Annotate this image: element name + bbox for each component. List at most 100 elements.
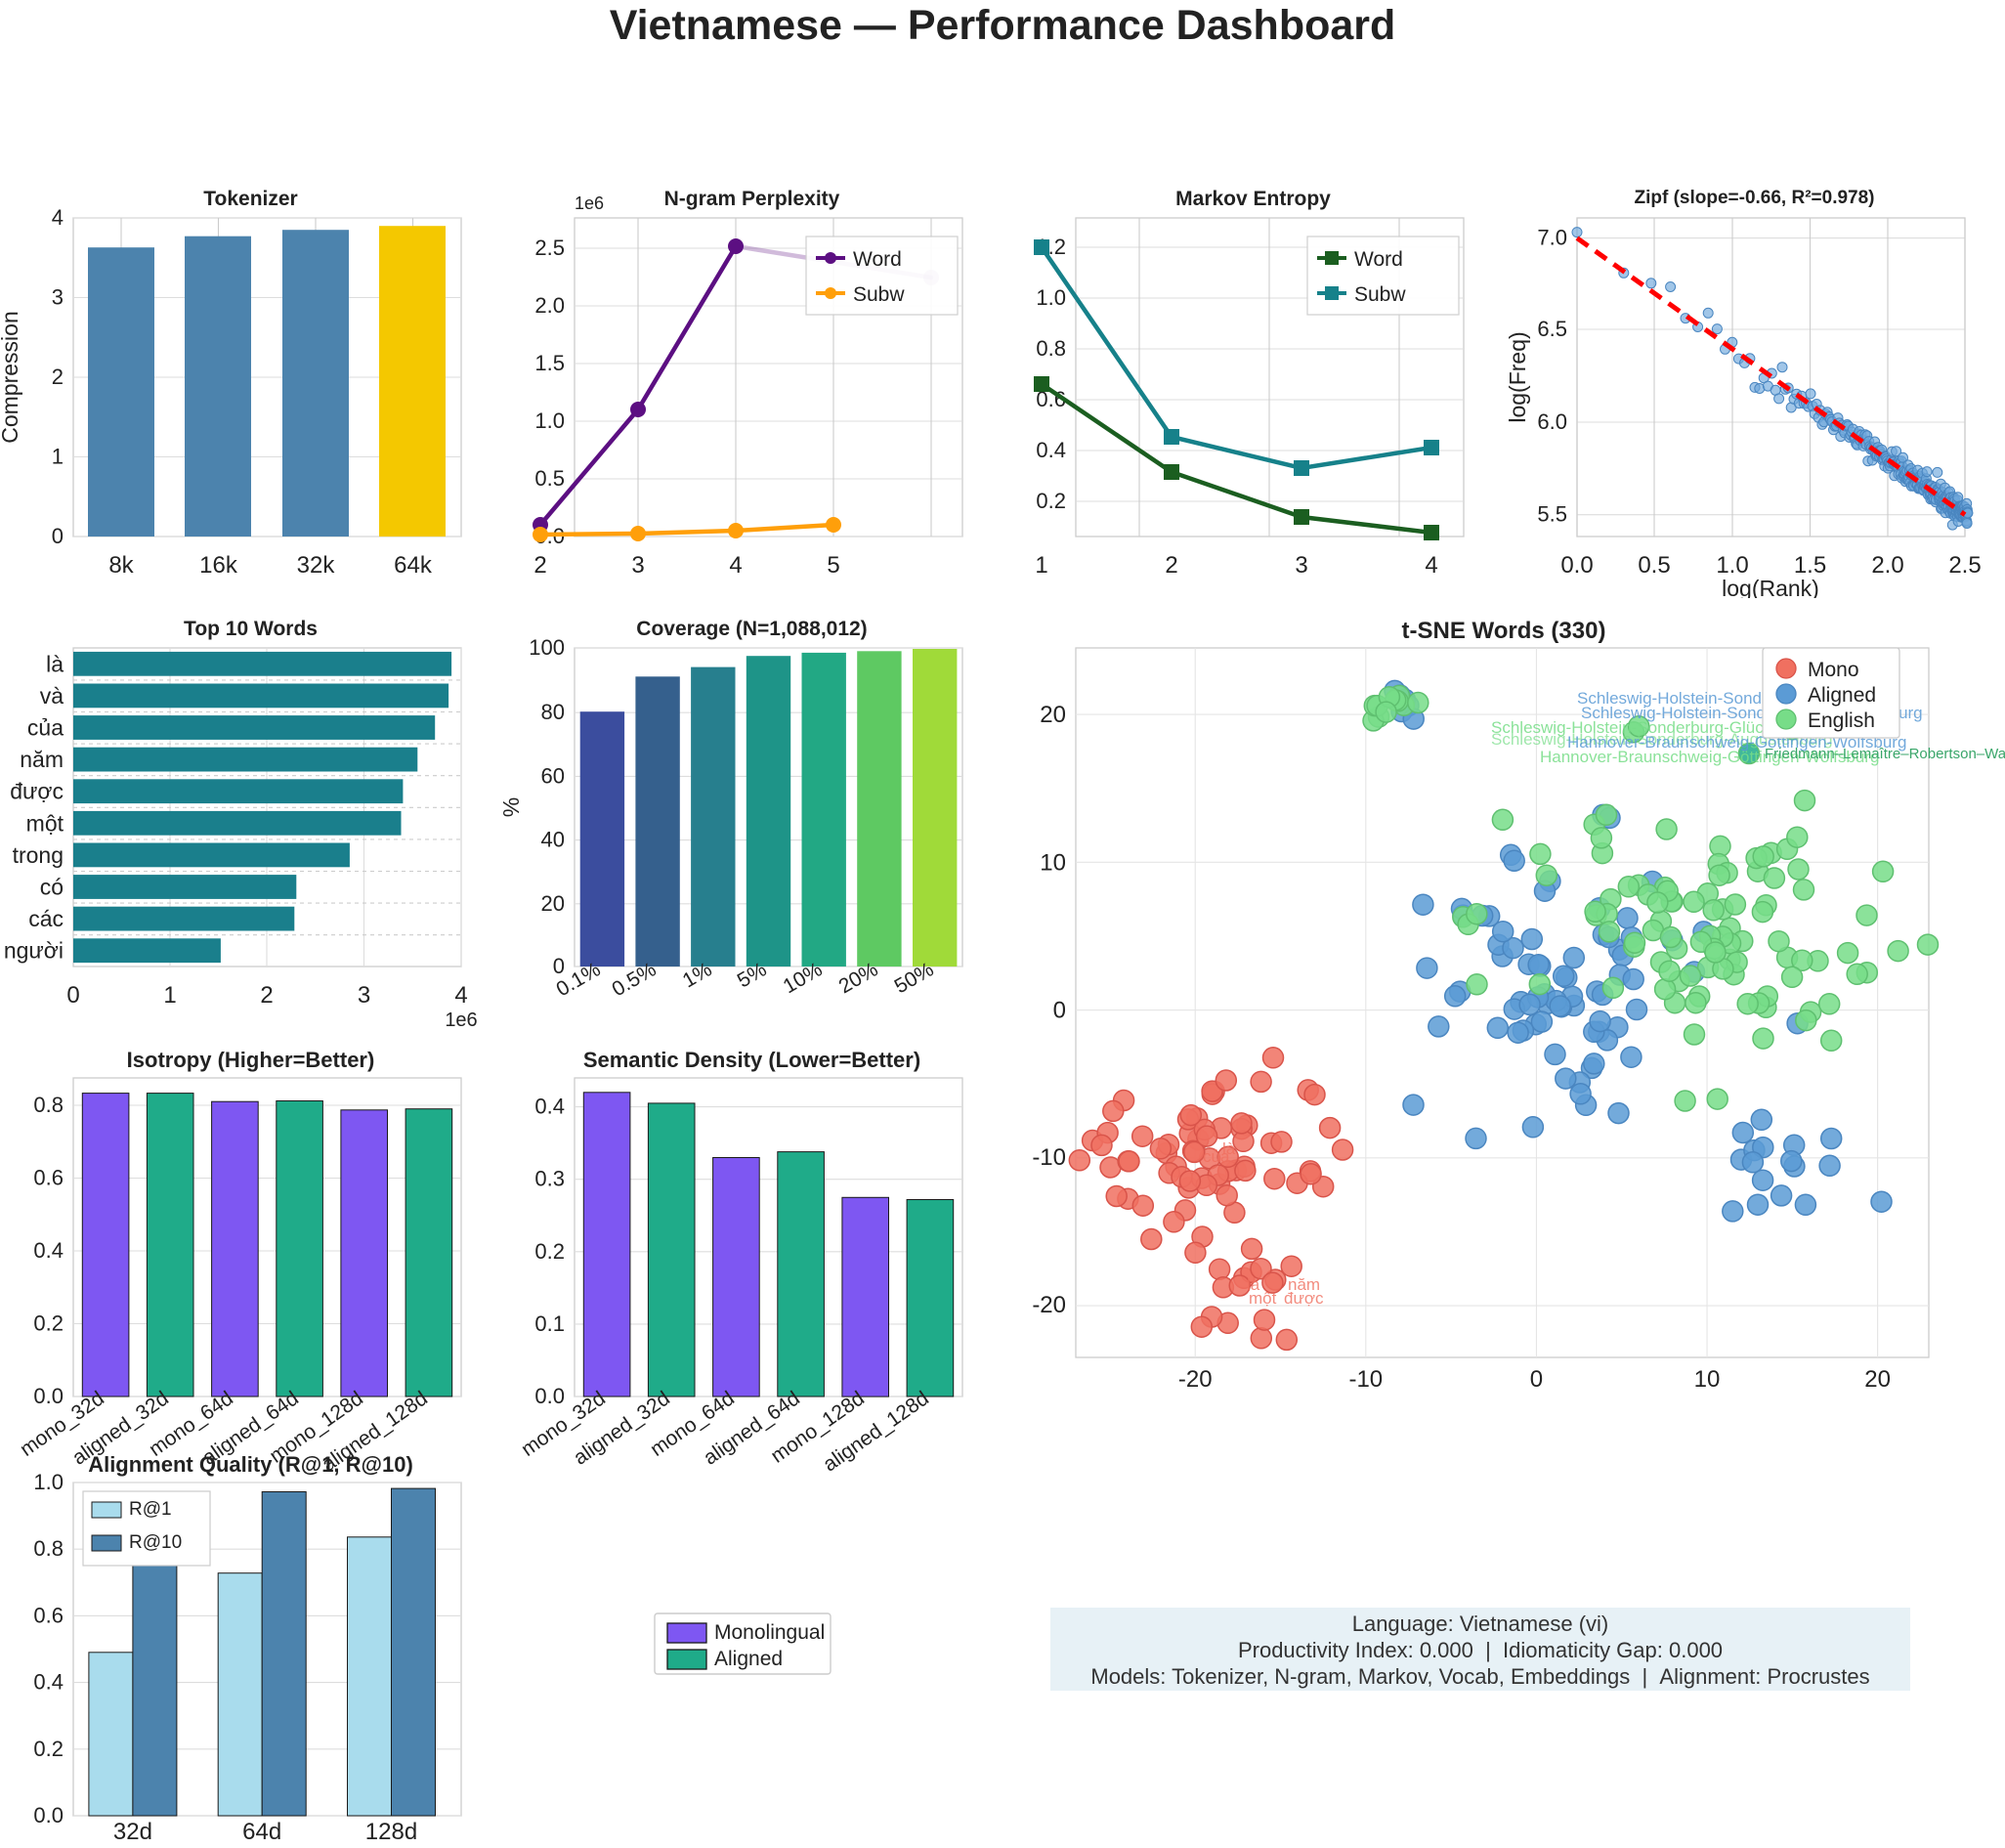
svg-text:8k: 8k	[108, 552, 134, 579]
svg-text:40: 40	[541, 828, 565, 852]
svg-text:Aligned: Aligned	[714, 1648, 783, 1670]
svg-text:Compression: Compression	[0, 311, 22, 444]
svg-text:0.1: 0.1	[534, 1311, 565, 1336]
svg-text:trong: trong	[13, 842, 64, 868]
svg-text:128d: 128d	[365, 1819, 417, 1843]
svg-text:0.8: 0.8	[33, 1093, 64, 1117]
svg-text:1.5: 1.5	[1794, 552, 1826, 579]
svg-text:của: của	[27, 715, 64, 741]
svg-text:10: 10	[1694, 1366, 1721, 1393]
svg-text:4: 4	[729, 552, 742, 579]
svg-text:-20: -20	[1032, 1292, 1066, 1318]
svg-text:5.5: 5.5	[1537, 502, 1567, 527]
svg-text:0.6: 0.6	[33, 1166, 64, 1190]
svg-text:0.8: 0.8	[1036, 336, 1066, 361]
svg-text:3: 3	[1295, 552, 1307, 579]
svg-text:5: 5	[827, 552, 839, 579]
svg-text:0: 0	[1053, 998, 1066, 1024]
svg-text:2.5: 2.5	[1948, 552, 1981, 579]
svg-text:Subw: Subw	[1354, 283, 1406, 306]
svg-text:0: 0	[66, 982, 79, 1009]
svg-text:0.2: 0.2	[33, 1737, 64, 1761]
svg-text:là: là	[1222, 1139, 1236, 1158]
svg-text:0.2: 0.2	[534, 1239, 565, 1264]
svg-text:-20: -20	[1178, 1366, 1213, 1393]
svg-text:2: 2	[1165, 552, 1177, 579]
svg-text:được: được	[1284, 1289, 1324, 1308]
svg-text:64k: 64k	[394, 552, 433, 579]
svg-text:một: một	[26, 810, 64, 836]
svg-text:0: 0	[1530, 1366, 1543, 1393]
svg-text:0.5: 0.5	[534, 466, 565, 491]
svg-text:1.0: 1.0	[1036, 285, 1066, 310]
svg-text:0.6: 0.6	[33, 1603, 64, 1627]
svg-text:1: 1	[52, 445, 64, 469]
svg-text:-10: -10	[1348, 1366, 1383, 1393]
svg-text:2: 2	[260, 982, 273, 1009]
svg-text:log(Rank): log(Rank)	[1722, 576, 1819, 598]
svg-text:0.4: 0.4	[1036, 438, 1066, 462]
svg-text:0.8: 0.8	[33, 1536, 64, 1561]
svg-text:và: và	[40, 683, 64, 709]
svg-text:2.0: 2.0	[534, 293, 565, 318]
svg-text:1.0: 1.0	[1716, 552, 1748, 579]
svg-text:Models: Tokenizer, N-gram, Mar: Models: Tokenizer, N-gram, Markov, Vocab…	[1090, 1664, 1869, 1689]
svg-text:32d: 32d	[113, 1819, 152, 1843]
svg-text:20: 20	[1864, 1366, 1891, 1393]
svg-text:10: 10	[1040, 849, 1066, 876]
svg-text:một: một	[1249, 1289, 1277, 1308]
svg-text:người: người	[4, 938, 64, 964]
svg-text:R@10: R@10	[129, 1532, 182, 1553]
svg-text:Language: Vietnamese (vi): Language: Vietnamese (vi)	[1352, 1612, 1609, 1636]
svg-text:4: 4	[454, 982, 467, 1009]
svg-text:80: 80	[541, 700, 565, 724]
svg-text:3: 3	[631, 552, 644, 579]
svg-text:Productivity Index: 0.000 |: Productivity Index: 0.000 | Idiomaticity…	[1238, 1638, 1723, 1662]
svg-text:có: có	[40, 875, 64, 900]
svg-text:2: 2	[533, 552, 546, 579]
svg-text:0.2: 0.2	[1036, 489, 1066, 513]
svg-text:các: các	[28, 906, 64, 931]
svg-text:1: 1	[163, 982, 176, 1009]
svg-text:7.0: 7.0	[1537, 226, 1567, 250]
svg-text:60: 60	[541, 763, 565, 788]
svg-text:0.0: 0.0	[1560, 552, 1593, 579]
svg-text:2.5: 2.5	[534, 236, 565, 260]
svg-text:Subw: Subw	[853, 283, 905, 306]
svg-text:R@1: R@1	[129, 1499, 172, 1520]
svg-text:1.5: 1.5	[534, 351, 565, 375]
svg-text:6.0: 6.0	[1537, 409, 1567, 434]
svg-text:log(Freq): log(Freq)	[1505, 331, 1530, 422]
svg-text:3: 3	[358, 982, 370, 1009]
svg-text:English: English	[1808, 709, 1875, 732]
svg-text:64d: 64d	[242, 1819, 281, 1843]
svg-text:6.5: 6.5	[1537, 317, 1567, 341]
svg-text:Word: Word	[853, 248, 902, 271]
svg-text:1: 1	[1035, 552, 1047, 579]
svg-text:năm: năm	[20, 747, 64, 772]
svg-text:0.4: 0.4	[534, 1095, 565, 1119]
svg-text:20: 20	[1040, 702, 1066, 728]
svg-text:Aligned: Aligned	[1808, 684, 1876, 707]
svg-text:20: 20	[541, 891, 565, 916]
svg-text:1e6: 1e6	[445, 1010, 477, 1028]
svg-text:Monolingual: Monolingual	[714, 1621, 825, 1644]
svg-text:0.0: 0.0	[534, 1384, 565, 1408]
svg-text:16k: 16k	[199, 552, 238, 579]
svg-text:0.0: 0.0	[33, 1384, 64, 1408]
svg-text:Mono: Mono	[1808, 659, 1859, 681]
svg-text:-10: -10	[1032, 1144, 1066, 1171]
svg-text:0.0: 0.0	[33, 1803, 64, 1827]
svg-text:0: 0	[52, 524, 64, 548]
svg-text:Friedmann–Lemaître–Robertson–W: Friedmann–Lemaître–Robertson–Walker	[1765, 746, 2005, 762]
svg-text:3: 3	[52, 285, 64, 310]
svg-text:1.0: 1.0	[534, 408, 565, 433]
svg-text:0.4: 0.4	[33, 1670, 64, 1695]
svg-text:4: 4	[1425, 552, 1437, 579]
svg-text:0.4: 0.4	[33, 1238, 64, 1263]
svg-text:2: 2	[52, 365, 64, 389]
svg-text:Word: Word	[1354, 248, 1403, 271]
svg-text:32k: 32k	[297, 552, 336, 579]
svg-text:2.0: 2.0	[1871, 552, 1903, 579]
svg-text:0.5: 0.5	[1638, 552, 1670, 579]
